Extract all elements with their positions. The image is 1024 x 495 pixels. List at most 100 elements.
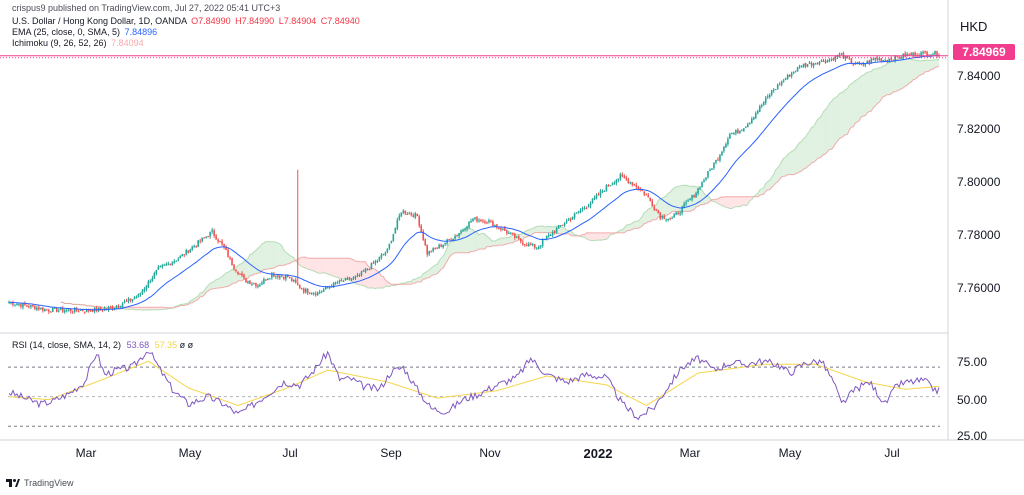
cloud-segment xyxy=(435,264,438,275)
cloud-segment xyxy=(598,232,601,241)
candle-body xyxy=(932,54,934,56)
cloud-segment xyxy=(480,233,483,250)
candle-body xyxy=(350,278,353,281)
cloud-segment xyxy=(771,174,774,188)
cloud-segment xyxy=(791,150,794,175)
candle-body xyxy=(344,277,347,281)
candle-body xyxy=(904,53,906,57)
cloud-segment xyxy=(801,138,804,172)
cloud-segment xyxy=(849,83,852,130)
candle-body xyxy=(26,305,28,307)
candle-body xyxy=(111,306,114,309)
tradingview-logo[interactable]: TradingView xyxy=(6,478,74,488)
cloud-segment xyxy=(409,281,412,285)
candle-body xyxy=(382,254,385,256)
cloud-segment xyxy=(622,227,625,233)
cloud-segment xyxy=(759,189,762,196)
candle-body xyxy=(442,244,444,248)
cloud-segment xyxy=(421,273,424,282)
cloud-segment xyxy=(279,244,282,266)
candle-body xyxy=(872,58,875,60)
candle-body xyxy=(484,221,486,223)
candle-body xyxy=(701,181,703,188)
candle-body xyxy=(585,207,588,209)
candle-body xyxy=(880,58,883,62)
candle-body xyxy=(621,174,624,177)
cloud-segment xyxy=(353,259,356,284)
rsi-tick-label: 50.00 xyxy=(957,393,988,407)
time-tick-label: Nov xyxy=(479,446,501,460)
candle-body xyxy=(298,284,301,289)
cloud-segment xyxy=(216,279,219,289)
candle-body xyxy=(127,298,130,302)
price-tick-label: 7.82000 xyxy=(957,122,1001,136)
candle-body xyxy=(175,260,178,262)
candle-body xyxy=(187,250,190,253)
candle-body xyxy=(774,89,777,91)
candle-body xyxy=(145,286,148,290)
candle-body xyxy=(786,75,789,80)
ichimoku-legend[interactable]: Ichimoku (9, 26, 52, 26) 7.84094 xyxy=(12,38,144,48)
candle-body xyxy=(472,218,474,221)
candle-body xyxy=(412,215,415,218)
candle-body xyxy=(593,197,596,200)
candle-body xyxy=(91,309,94,312)
candle-body xyxy=(163,264,166,266)
candle-body xyxy=(388,243,391,249)
cloud-segment xyxy=(313,258,316,272)
cloud-segment xyxy=(451,239,454,256)
cloud-segment xyxy=(781,158,784,177)
cloud-segment xyxy=(779,160,782,180)
candle-body xyxy=(697,188,699,194)
candle-body xyxy=(762,102,765,105)
candle-body xyxy=(826,60,829,63)
candle-body xyxy=(703,180,705,182)
candle-body xyxy=(808,62,811,64)
candle-body xyxy=(529,243,532,246)
time-tick-label: Jul xyxy=(282,446,298,460)
cloud-segment xyxy=(881,65,884,100)
candle-body xyxy=(157,266,160,270)
candle-body xyxy=(884,60,887,62)
candle-body xyxy=(725,144,727,148)
candle-body xyxy=(567,219,570,221)
candle-body xyxy=(155,270,158,274)
cloud-segment xyxy=(630,223,633,231)
cloud-segment xyxy=(723,196,726,208)
candle-body xyxy=(326,287,329,289)
candle-body xyxy=(850,58,853,64)
cloud-segment xyxy=(923,60,926,75)
candle-body xyxy=(308,292,311,294)
cloud-segment xyxy=(903,59,906,88)
ema-legend[interactable]: EMA (25, close, 0, SMA, 5) 7.84896 xyxy=(12,27,157,37)
price-tick-label: 7.80000 xyxy=(957,175,1001,189)
candle-body xyxy=(48,310,50,312)
cloud-segment xyxy=(506,237,509,244)
candle-body xyxy=(300,288,303,290)
tradingview-brand: TradingView xyxy=(24,478,74,488)
candle-body xyxy=(535,248,538,250)
cloud-segment xyxy=(228,270,231,287)
cloud-segment xyxy=(706,195,708,204)
candle-body xyxy=(416,213,419,217)
cloud-segment xyxy=(238,264,241,281)
candle-body xyxy=(310,293,313,295)
candle-body xyxy=(259,284,261,287)
candle-body xyxy=(589,203,592,207)
cloud-segment xyxy=(648,208,651,222)
candle-body xyxy=(480,219,482,222)
time-tick-label: Mar xyxy=(679,446,701,460)
candle-body xyxy=(914,52,916,57)
cloud-segment xyxy=(646,209,649,224)
candle-body xyxy=(12,302,14,305)
cloud-segment xyxy=(220,276,223,288)
cloud-segment xyxy=(666,193,669,216)
cloud-segment xyxy=(321,258,324,274)
cloud-segment xyxy=(504,237,507,245)
cloud-segment xyxy=(915,60,918,80)
candle-body xyxy=(32,304,34,307)
candle-body xyxy=(241,273,243,276)
candle-body xyxy=(454,236,456,239)
rsi-legend[interactable]: RSI (14, close, SMA, 14, 2) 53.68 57.35 … xyxy=(12,340,193,350)
